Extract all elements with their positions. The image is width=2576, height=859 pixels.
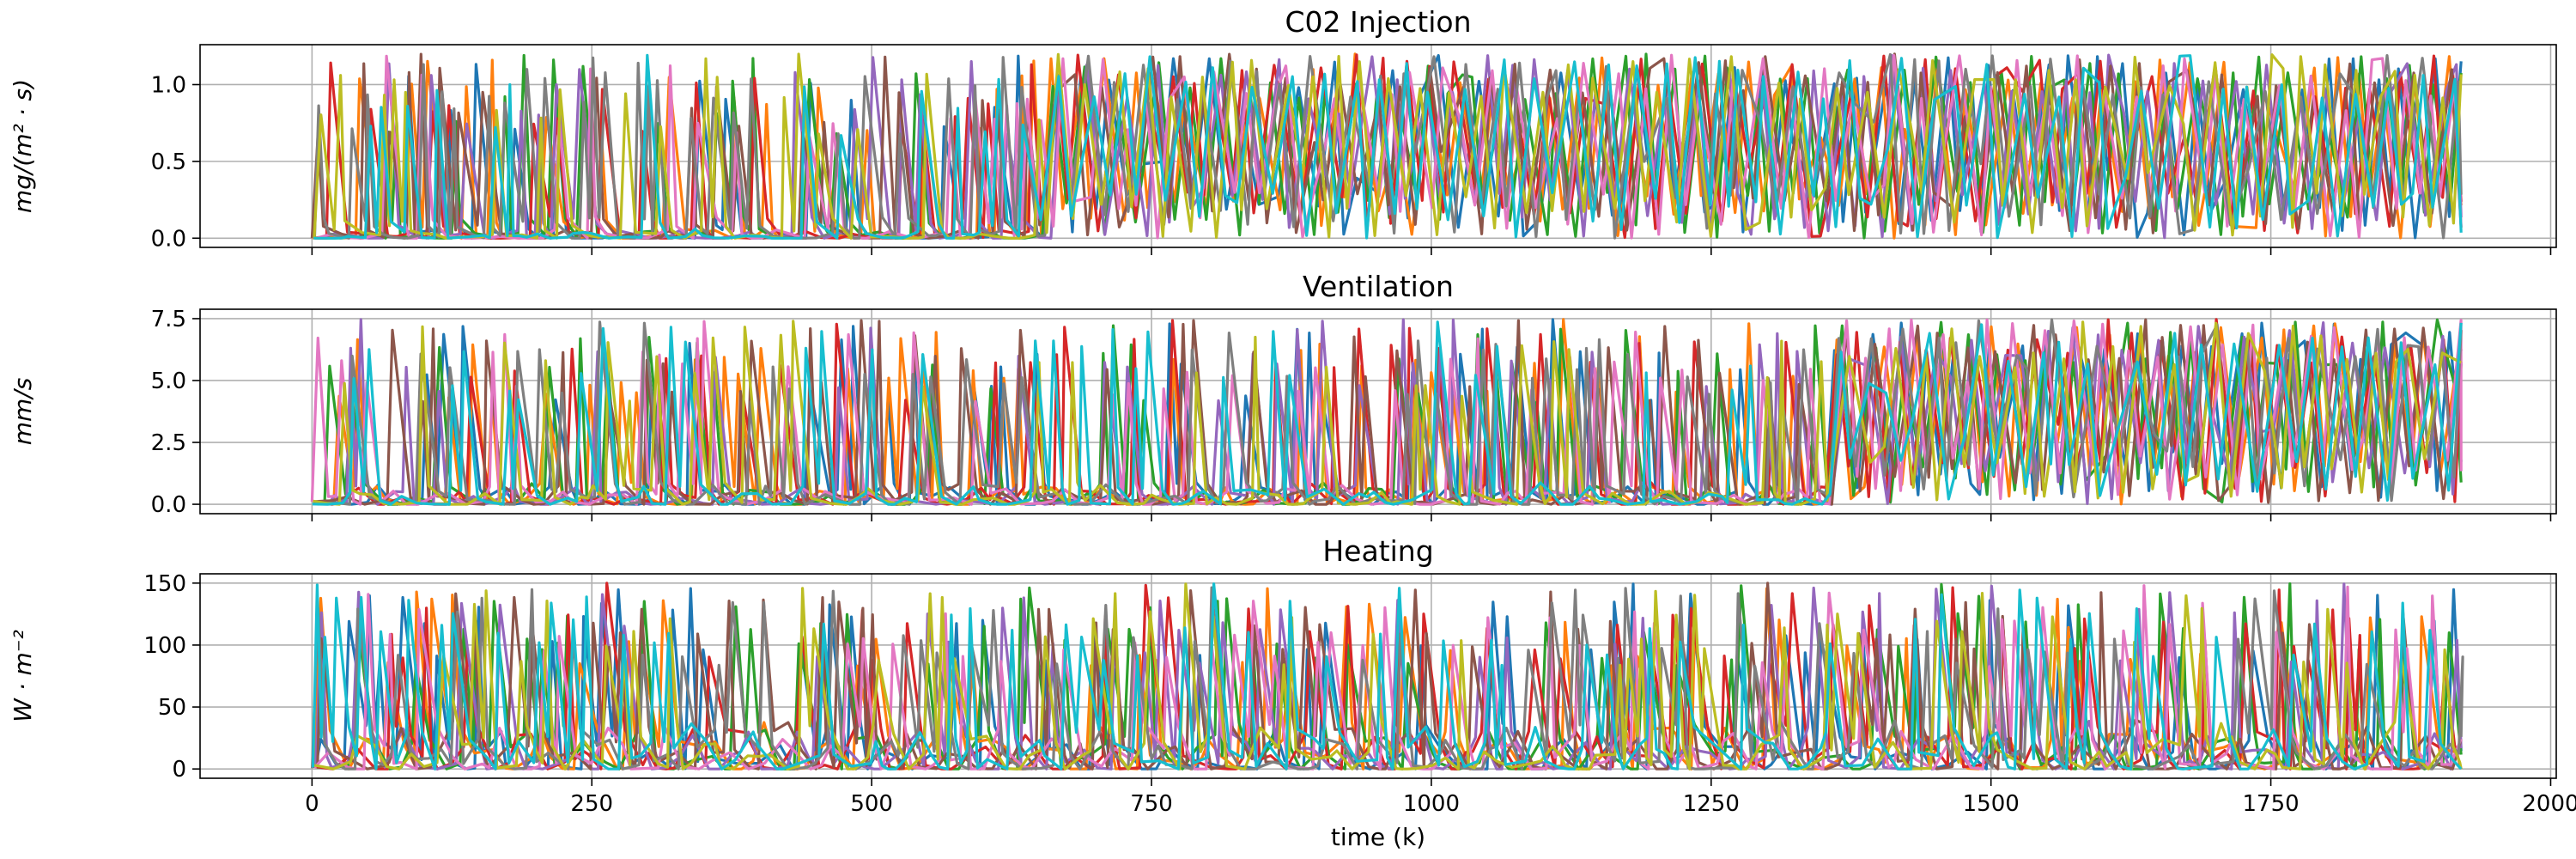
y-axis-label: W · m⁻²: [9, 630, 37, 722]
x-tick-label: 750: [1130, 791, 1173, 817]
y-axis-label: mg/(m² · s): [9, 79, 37, 213]
y-tick-label: 0.0: [151, 492, 186, 518]
x-axis-label: time (k): [1331, 823, 1425, 851]
series-line: [312, 320, 2463, 506]
axes-frame: [199, 573, 2557, 779]
x-tick-label: 0: [305, 791, 319, 817]
y-tick-label: 2.5: [151, 430, 186, 456]
subplot-title: C02 Injection: [1285, 5, 1472, 39]
axes-container: 0.0 0.5 1.0 C02 Injection mg/(m² · s) 0.0 2.5 5…: [9, 5, 2576, 851]
x-tick-label: 250: [570, 791, 613, 817]
y-tick-label: 0: [172, 757, 186, 783]
axes-frame: [199, 308, 2557, 515]
x-tick-label: 1750: [2243, 791, 2300, 817]
x-tick-label: 2000: [2522, 791, 2576, 817]
subplot-2: 0.0 2.5 5.0 7.5 Ventilation mm/s: [9, 270, 2557, 521]
x-tick-label: 1250: [1683, 791, 1740, 817]
series-group: [310, 318, 2463, 506]
series-line: [313, 53, 2463, 240]
series-line: [311, 582, 2463, 771]
y-tick-label: 0.5: [151, 149, 186, 175]
series-line: [310, 318, 2463, 506]
y-tick-label: 5.0: [151, 369, 186, 394]
y-tick-label: 7.5: [151, 307, 186, 332]
y-tick-label: 0.0: [151, 226, 186, 252]
series-group: [311, 582, 2464, 771]
y-tick-label: 150: [143, 571, 186, 597]
y-tick-label: 1.0: [151, 72, 186, 98]
subplot-1: 0.0 0.5 1.0 C02 Injection mg/(m² · s): [9, 5, 2557, 255]
x-tick-label: 1500: [1963, 791, 2020, 817]
series-group: [310, 52, 2463, 240]
y-axis-label: mm/s: [9, 378, 37, 446]
series-line: [318, 318, 2463, 506]
x-tick-label: 1000: [1403, 791, 1460, 817]
subplot-title: Ventilation: [1303, 270, 1454, 303]
subplot-title: Heating: [1322, 534, 1433, 568]
subplot-3: 0 250 500 750 1000 1250 1500 1750 2000 0 50 100 150 H…: [9, 534, 2576, 851]
y-tick-label: 50: [158, 695, 186, 721]
x-tick-label: 500: [850, 791, 893, 817]
axes-frame: [199, 44, 2557, 248]
y-tick-label: 100: [143, 633, 186, 659]
